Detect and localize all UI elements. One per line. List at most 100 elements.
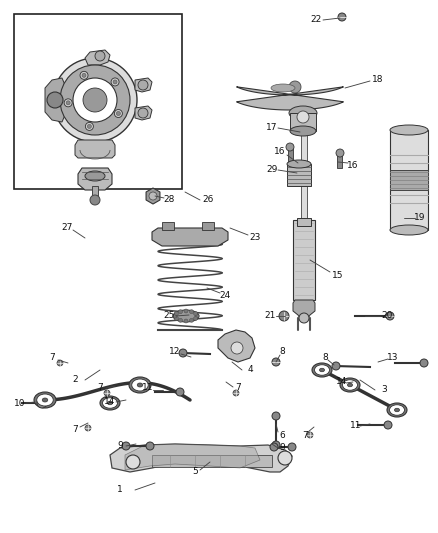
Circle shape: [146, 442, 154, 450]
Bar: [152, 455, 272, 467]
Text: 12: 12: [170, 348, 181, 357]
Text: 7: 7: [72, 425, 78, 434]
Bar: [390, 170, 428, 190]
Bar: [390, 130, 428, 230]
Circle shape: [104, 390, 110, 396]
Text: 9: 9: [279, 443, 285, 453]
Text: 14: 14: [104, 398, 116, 407]
Text: 14: 14: [336, 377, 348, 386]
Text: 11: 11: [142, 384, 154, 392]
Ellipse shape: [395, 408, 399, 412]
Circle shape: [57, 360, 63, 366]
Circle shape: [279, 311, 289, 321]
Circle shape: [83, 88, 107, 112]
Bar: [92, 186, 98, 200]
Ellipse shape: [340, 378, 360, 392]
Ellipse shape: [289, 106, 317, 120]
Circle shape: [270, 443, 278, 451]
Circle shape: [47, 92, 63, 108]
Circle shape: [233, 390, 239, 396]
Circle shape: [37, 398, 47, 408]
Circle shape: [73, 78, 117, 122]
Circle shape: [195, 314, 199, 318]
Text: 23: 23: [249, 233, 261, 243]
Circle shape: [179, 349, 187, 357]
Text: 16: 16: [347, 160, 359, 169]
Ellipse shape: [173, 310, 199, 322]
Polygon shape: [110, 444, 292, 472]
Ellipse shape: [132, 379, 148, 391]
Polygon shape: [146, 188, 160, 204]
Text: 5: 5: [192, 467, 198, 477]
Circle shape: [64, 99, 72, 107]
Circle shape: [53, 58, 137, 142]
Bar: [288, 148, 293, 162]
Text: 29: 29: [266, 166, 278, 174]
Bar: [293, 220, 315, 300]
Circle shape: [184, 309, 188, 313]
Text: 21: 21: [264, 311, 276, 320]
Circle shape: [386, 312, 394, 320]
Text: 20: 20: [381, 311, 393, 320]
Circle shape: [117, 111, 120, 116]
Ellipse shape: [387, 403, 407, 417]
Circle shape: [194, 317, 198, 320]
Circle shape: [194, 311, 198, 316]
Polygon shape: [152, 228, 228, 246]
Bar: [202, 222, 214, 230]
Circle shape: [138, 108, 148, 118]
Text: 26: 26: [202, 196, 214, 205]
Circle shape: [272, 358, 280, 366]
Text: 7: 7: [302, 432, 308, 440]
Ellipse shape: [102, 398, 117, 408]
Bar: [297, 218, 311, 226]
Circle shape: [85, 425, 91, 431]
Ellipse shape: [34, 392, 56, 408]
Circle shape: [179, 310, 183, 313]
Circle shape: [190, 310, 194, 313]
Ellipse shape: [319, 368, 325, 372]
Circle shape: [113, 80, 117, 84]
Circle shape: [174, 317, 178, 320]
Circle shape: [88, 124, 92, 128]
Circle shape: [126, 455, 140, 469]
Text: 28: 28: [163, 196, 175, 205]
Polygon shape: [135, 78, 152, 92]
Polygon shape: [78, 168, 112, 190]
Ellipse shape: [312, 363, 332, 377]
Circle shape: [278, 451, 292, 465]
Ellipse shape: [271, 84, 295, 92]
Ellipse shape: [389, 405, 405, 415]
Polygon shape: [85, 50, 110, 65]
Circle shape: [338, 13, 346, 21]
Circle shape: [149, 192, 157, 200]
Polygon shape: [75, 140, 115, 158]
Circle shape: [174, 311, 178, 316]
Ellipse shape: [390, 125, 428, 135]
Text: 8: 8: [322, 353, 328, 362]
Text: 25: 25: [163, 311, 175, 320]
Circle shape: [190, 318, 194, 322]
Ellipse shape: [314, 365, 329, 375]
Ellipse shape: [42, 398, 48, 402]
Circle shape: [82, 74, 86, 77]
Circle shape: [272, 441, 280, 449]
Text: 7: 7: [97, 384, 103, 392]
Ellipse shape: [85, 171, 105, 181]
Circle shape: [179, 318, 183, 322]
Text: 10: 10: [14, 399, 26, 408]
Text: 7: 7: [235, 384, 241, 392]
Ellipse shape: [287, 160, 311, 168]
Ellipse shape: [107, 401, 113, 405]
Circle shape: [111, 78, 119, 86]
Circle shape: [95, 51, 105, 61]
Text: 24: 24: [219, 290, 231, 300]
Bar: [337, 154, 342, 168]
Ellipse shape: [290, 126, 316, 136]
Text: 9: 9: [117, 441, 123, 450]
Text: 16: 16: [274, 148, 286, 157]
Polygon shape: [45, 78, 65, 122]
Bar: [287, 164, 311, 186]
Circle shape: [299, 313, 309, 323]
Polygon shape: [218, 330, 255, 362]
